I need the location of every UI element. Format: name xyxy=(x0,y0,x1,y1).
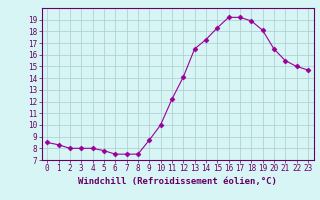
X-axis label: Windchill (Refroidissement éolien,°C): Windchill (Refroidissement éolien,°C) xyxy=(78,177,277,186)
